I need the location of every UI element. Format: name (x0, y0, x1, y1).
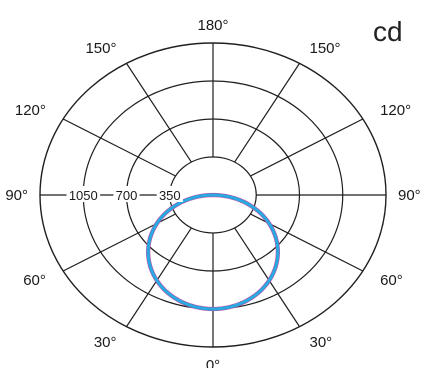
spoke-150-right (234, 63, 301, 163)
radial-tick-label: 1050 (69, 188, 98, 203)
angle-label: 120° (15, 102, 46, 119)
spoke-120-left (62, 118, 176, 177)
radial-label-bg (113, 186, 140, 202)
angle-label: 180° (197, 17, 228, 34)
intensity-curve-0 (146, 193, 280, 311)
radial-label-bg (66, 186, 101, 202)
radial-tick-label: 350 (159, 188, 181, 203)
angle-label: 60° (380, 272, 403, 289)
angle-label: 120° (380, 102, 411, 119)
spoke-30-left (125, 227, 192, 327)
angle-labels: 180° 150° 150° 120° 120° 90° 90° 60° 60° 30° 30° 0° (5, 17, 420, 368)
angle-label: 30° (94, 334, 117, 351)
angle-label: 150° (310, 40, 341, 57)
spoke-30-right (234, 227, 301, 327)
angle-label: 150° (85, 40, 116, 57)
radial-tick-labels: 350 700 1050 (66, 186, 183, 203)
angle-label: 90° (398, 187, 421, 204)
angle-label: 0° (206, 357, 220, 368)
angle-label: 60° (23, 272, 46, 289)
spoke-150-left (125, 63, 192, 163)
unit-label: cd (373, 16, 403, 47)
radial-label-bg (156, 186, 183, 202)
radial-tick-label: 700 (116, 188, 138, 203)
angle-label: 30° (310, 334, 333, 351)
polar-grid (39, 42, 387, 348)
angle-label: 90° (5, 187, 28, 204)
intensity-curves (146, 192, 280, 312)
spoke-120-right (250, 118, 364, 177)
